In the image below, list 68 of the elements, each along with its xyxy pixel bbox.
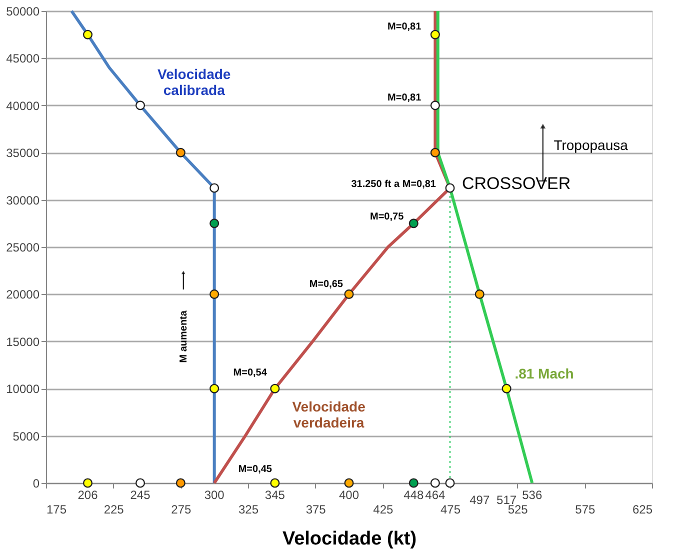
- series-label: .81 Mach: [514, 365, 574, 382]
- annotation: 300: [204, 488, 225, 502]
- point: [408, 478, 418, 488]
- annotation: 536: [522, 488, 542, 502]
- x-tick-label: 525: [508, 502, 528, 516]
- point: [176, 478, 186, 488]
- point: [408, 218, 418, 228]
- annotation: CROSSOVER: [462, 174, 571, 193]
- point: [430, 148, 440, 158]
- annotation: M=0,65: [309, 279, 344, 290]
- annotation: M=0,75: [370, 211, 404, 222]
- point: [344, 478, 354, 488]
- annotation: 31.250 ft a M=0,81: [351, 179, 436, 190]
- annotation: 206: [78, 488, 98, 502]
- text: 497: [470, 492, 490, 507]
- x-tick-label: 575: [575, 502, 596, 516]
- y-tick-label: 30000: [6, 193, 40, 208]
- point: [82, 478, 93, 488]
- point: [502, 384, 512, 394]
- y-tick-label: 0: [32, 476, 40, 490]
- point: [430, 478, 440, 488]
- annotation: M aumenta: [178, 310, 190, 363]
- annotation: M=0,81: [388, 92, 422, 104]
- x-tick-label: 475: [440, 502, 461, 516]
- x-axis-title: Velocidade (kt): [282, 528, 417, 550]
- point: [270, 478, 280, 488]
- y-tick-label: 15000: [6, 334, 40, 349]
- series-label: Velocidade verdadeira: [292, 398, 366, 430]
- point: [82, 30, 93, 40]
- x-tick-label: 375: [306, 502, 326, 516]
- x-tick-label: 225: [104, 502, 124, 516]
- series-label: Velocidade calibrada: [158, 66, 231, 98]
- point: [344, 289, 354, 299]
- annotation: Tropopausa: [554, 136, 628, 153]
- annotation: 345: [264, 488, 286, 502]
- point: [430, 30, 440, 40]
- point: [474, 289, 484, 299]
- point: [135, 100, 146, 110]
- x-tick-label: 425: [373, 502, 394, 516]
- point: [210, 218, 220, 228]
- y-tick-label: 10000: [6, 382, 40, 396]
- annotation: 245: [130, 488, 151, 502]
- y-tick-label: 20000: [6, 288, 40, 302]
- x-tick-label: 175: [46, 502, 67, 516]
- y-tick-label: 40000: [6, 98, 40, 113]
- annotation: 464: [425, 488, 446, 502]
- annotation: 400: [338, 488, 360, 502]
- point: [210, 183, 220, 193]
- y-tick-label: 45000: [6, 52, 40, 66]
- annotation: M=0,81: [388, 22, 422, 33]
- y-tick-label: 35000: [6, 146, 40, 160]
- point: [430, 100, 440, 110]
- y-tick-label: 25000: [6, 240, 40, 254]
- point: [445, 183, 455, 193]
- annotation: M=0,45: [238, 464, 272, 475]
- point: [270, 384, 280, 394]
- point: [210, 289, 220, 299]
- point: [135, 478, 146, 488]
- point: [445, 478, 455, 488]
- annotation: 448: [404, 488, 424, 502]
- x-tick-label: 275: [171, 502, 192, 516]
- x-tick-label: 325: [238, 502, 259, 516]
- annotation: M=0,54: [233, 368, 268, 379]
- y-tick-label: 5000: [12, 429, 40, 444]
- y-tick-label: 50000: [6, 4, 40, 18]
- point: [176, 148, 186, 158]
- x-tick-label: 625: [632, 502, 653, 516]
- point: [210, 384, 220, 394]
